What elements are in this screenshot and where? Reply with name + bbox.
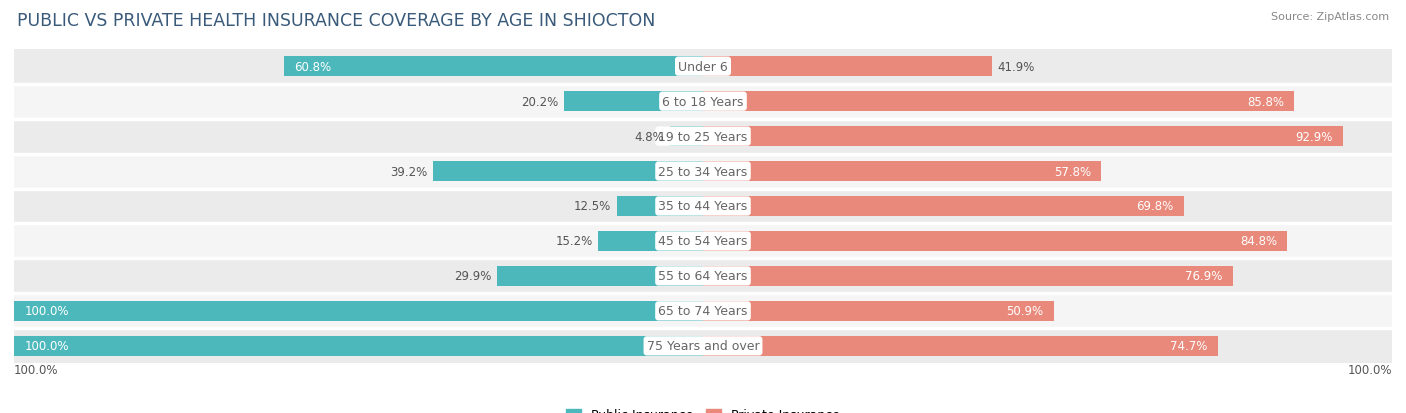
Bar	[14, 224, 1392, 259]
Bar	[669, 127, 703, 147]
Text: 100.0%: 100.0%	[14, 363, 59, 376]
Text: 6 to 18 Years: 6 to 18 Years	[662, 95, 744, 108]
Bar	[14, 301, 703, 321]
Text: 20.2%: 20.2%	[522, 95, 558, 108]
Legend: Public Insurance, Private Insurance: Public Insurance, Private Insurance	[561, 404, 845, 413]
Bar	[703, 127, 1343, 147]
Text: 100.0%: 100.0%	[1347, 363, 1392, 376]
Text: 74.7%: 74.7%	[1170, 339, 1208, 352]
Bar	[564, 92, 703, 112]
Bar	[599, 231, 703, 252]
Bar	[14, 189, 1392, 224]
Text: 25 to 34 Years: 25 to 34 Years	[658, 165, 748, 178]
Text: 35 to 44 Years: 35 to 44 Years	[658, 200, 748, 213]
Bar	[703, 266, 1233, 286]
Text: 57.8%: 57.8%	[1053, 165, 1091, 178]
Text: 4.8%: 4.8%	[634, 130, 665, 143]
Text: 45 to 54 Years: 45 to 54 Years	[658, 235, 748, 248]
Text: 29.9%: 29.9%	[454, 270, 492, 283]
Bar	[14, 154, 1392, 189]
Bar	[14, 336, 703, 356]
Bar	[14, 329, 1392, 363]
Text: 19 to 25 Years: 19 to 25 Years	[658, 130, 748, 143]
Text: 76.9%: 76.9%	[1185, 270, 1222, 283]
Bar	[703, 336, 1218, 356]
Text: 15.2%: 15.2%	[555, 235, 593, 248]
Text: 65 to 74 Years: 65 to 74 Years	[658, 305, 748, 318]
Text: 100.0%: 100.0%	[24, 339, 69, 352]
Bar	[14, 259, 1392, 294]
Bar	[703, 161, 1101, 182]
Text: Under 6: Under 6	[678, 61, 728, 74]
Text: 85.8%: 85.8%	[1247, 95, 1284, 108]
Bar	[617, 197, 703, 216]
Text: 39.2%: 39.2%	[391, 165, 427, 178]
Bar	[14, 119, 1392, 154]
Bar	[14, 50, 1392, 84]
Bar	[703, 231, 1288, 252]
Text: 41.9%: 41.9%	[997, 61, 1035, 74]
Bar	[496, 266, 703, 286]
Bar	[703, 197, 1184, 216]
Bar	[433, 161, 703, 182]
Text: PUBLIC VS PRIVATE HEALTH INSURANCE COVERAGE BY AGE IN SHIOCTON: PUBLIC VS PRIVATE HEALTH INSURANCE COVER…	[17, 12, 655, 30]
Bar	[284, 57, 703, 77]
Text: 92.9%: 92.9%	[1295, 130, 1333, 143]
Text: Source: ZipAtlas.com: Source: ZipAtlas.com	[1271, 12, 1389, 22]
Text: 60.8%: 60.8%	[294, 61, 332, 74]
Bar	[14, 294, 1392, 329]
Text: 75 Years and over: 75 Years and over	[647, 339, 759, 352]
Text: 100.0%: 100.0%	[24, 305, 69, 318]
Bar	[14, 84, 1392, 119]
Text: 84.8%: 84.8%	[1240, 235, 1277, 248]
Bar	[703, 92, 1294, 112]
Text: 69.8%: 69.8%	[1136, 200, 1174, 213]
Bar	[703, 301, 1053, 321]
Bar	[703, 57, 991, 77]
Text: 55 to 64 Years: 55 to 64 Years	[658, 270, 748, 283]
Text: 12.5%: 12.5%	[574, 200, 612, 213]
Text: 50.9%: 50.9%	[1007, 305, 1043, 318]
